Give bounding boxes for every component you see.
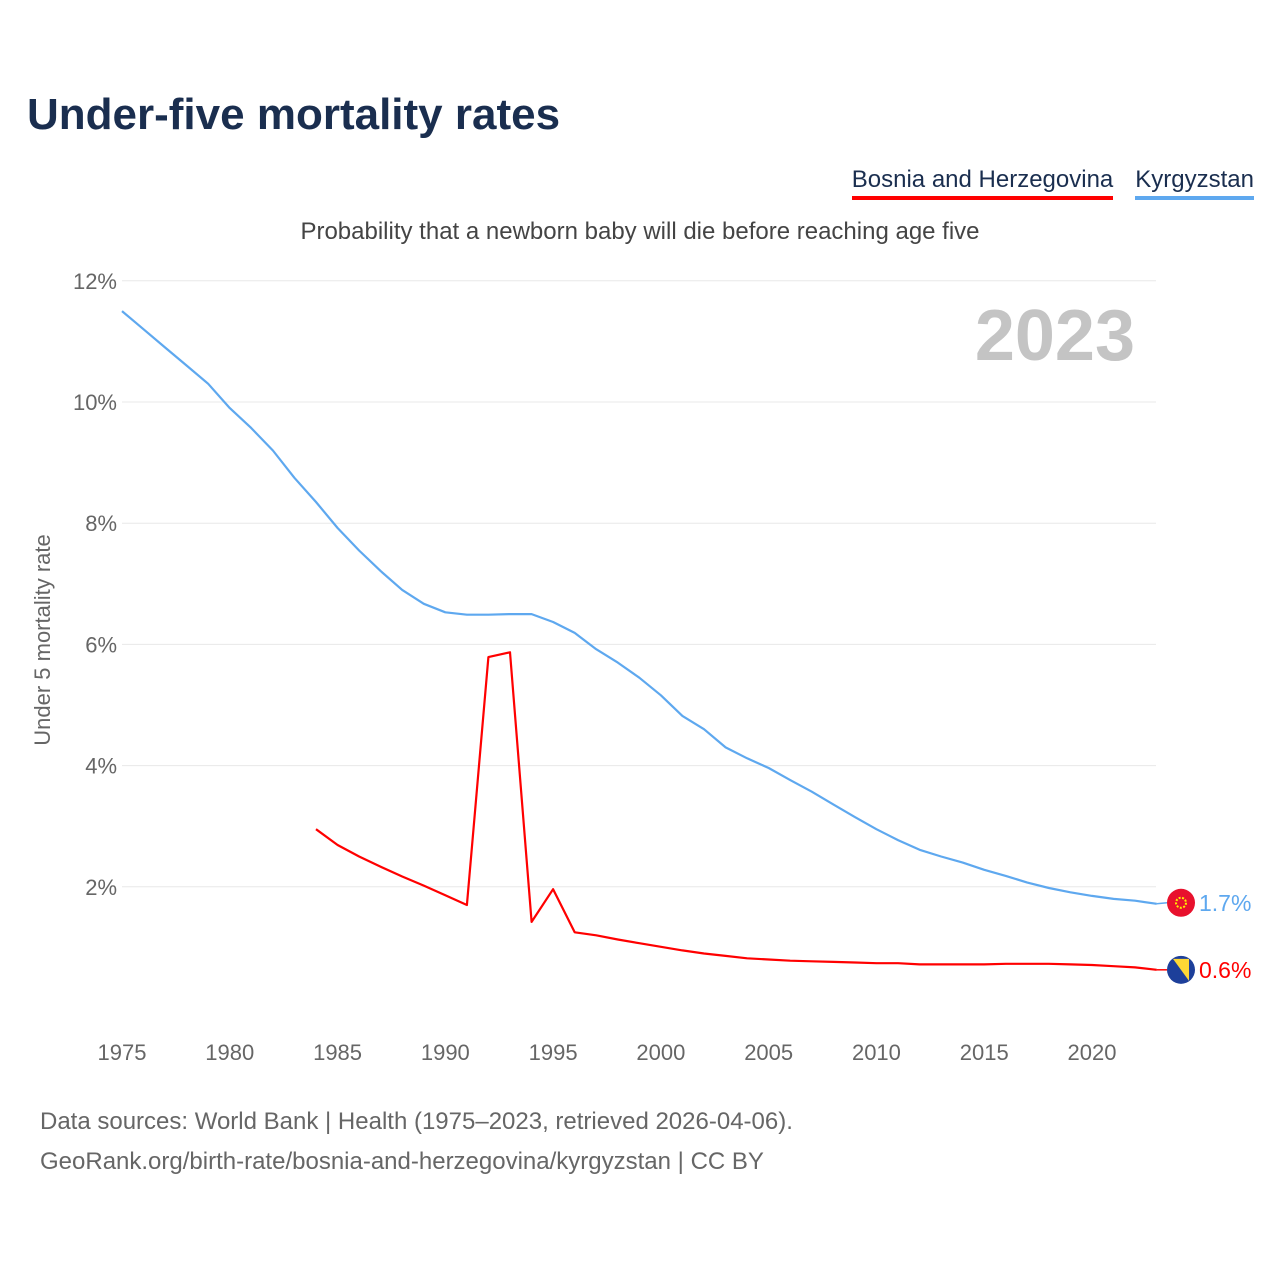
x-tick-label: 2005	[744, 1040, 793, 1065]
y-tick-label: 2%	[85, 875, 117, 900]
legend-item-kyrgyzstan[interactable]: Kyrgyzstan	[1135, 166, 1254, 200]
y-axis-label: Under 5 mortality rate	[30, 534, 55, 746]
x-tick-label: 2015	[960, 1040, 1009, 1065]
source-line-2: GeoRank.org/birth-rate/bosnia-and-herzeg…	[40, 1148, 764, 1175]
y-tick-label: 10%	[73, 390, 117, 415]
x-tick-label: 2020	[1068, 1040, 1117, 1065]
y-tick-label: 8%	[85, 511, 117, 536]
x-tick-label: 1975	[98, 1040, 147, 1065]
x-tick-label: 1990	[421, 1040, 470, 1065]
flag-sun-icon	[1175, 896, 1187, 909]
y-tick-label: 12%	[73, 269, 117, 294]
end-value-label: 1.7%	[1199, 890, 1251, 916]
kyrgyzstan-flag-icon	[1167, 888, 1195, 917]
flag-triangle-icon	[1173, 958, 1189, 981]
x-tick-label: 1995	[529, 1040, 578, 1065]
end-connector	[1156, 902, 1168, 905]
legend: Bosnia and Herzegovina Kyrgyzstan	[851, 166, 1254, 200]
y-tick-label: 6%	[85, 632, 117, 657]
chart-title: Under-five mortality rates	[27, 90, 561, 139]
end-value-label: 0.6%	[1199, 957, 1251, 983]
x-tick-label: 1985	[313, 1040, 362, 1065]
y-tick-label: 4%	[85, 754, 117, 779]
series-line-kyrgyzstan	[121, 310, 1157, 905]
x-tick-label: 2000	[636, 1040, 685, 1065]
year-watermark: 2023	[975, 296, 1135, 376]
series-line-bosnia	[315, 651, 1157, 971]
x-tick-label: 2010	[852, 1040, 901, 1065]
source-line-1: Data sources: World Bank | Health (1975–…	[40, 1108, 793, 1135]
chart-subtitle: Probability that a newborn baby will die…	[300, 218, 980, 245]
legend-item-bosnia[interactable]: Bosnia and Herzegovina	[851, 166, 1114, 200]
x-tick-label: 1980	[205, 1040, 254, 1065]
